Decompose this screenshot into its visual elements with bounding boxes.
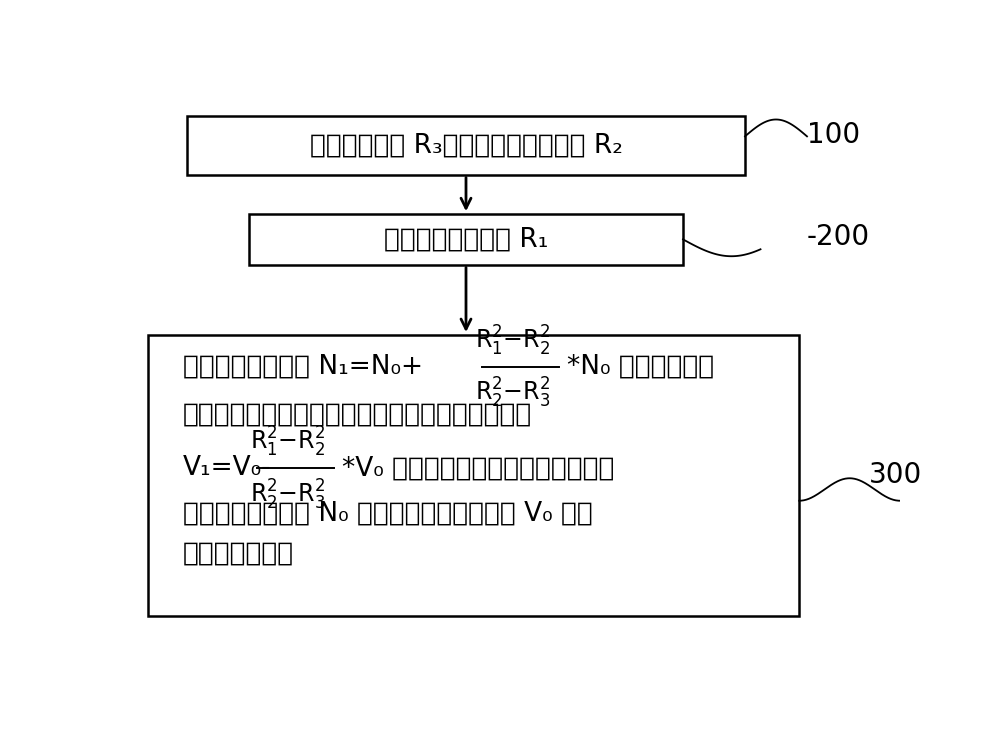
- Text: $\mathregular{R_1^2}$$-$$\mathregular{R_2^2}$: $\mathregular{R_1^2}$$-$$\mathregular{R_…: [250, 425, 325, 459]
- Text: *N₀ 并控制螺杆按: *N₀ 并控制螺杆按: [567, 354, 714, 380]
- Text: V₁=V₀-: V₁=V₀-: [183, 455, 272, 481]
- Text: *V₀ 并控制线缆按造所述线缆目标移: *V₀ 并控制线缆按造所述线缆目标移: [342, 455, 614, 481]
- Text: $\mathregular{R_2^2}$$-$$\mathregular{R_3^2}$: $\mathregular{R_2^2}$$-$$\mathregular{R_…: [475, 376, 550, 410]
- Text: 所述螺杆目标转速转动，或计算线缆目标移动速度: 所述螺杆目标转速转动，或计算线缆目标移动速度: [183, 402, 532, 427]
- FancyBboxPatch shape: [187, 116, 745, 174]
- FancyBboxPatch shape: [249, 214, 683, 265]
- Text: 动速度移动，所述 N₀ 为螺杆当前转速，所述 V₀ 为线: 动速度移动，所述 N₀ 为螺杆当前转速，所述 V₀ 为线: [183, 500, 593, 526]
- Text: 缆当前移动速度: 缆当前移动速度: [183, 540, 294, 566]
- Text: 计算螺杆目标转速 N₁=N₀+: 计算螺杆目标转速 N₁=N₀+: [183, 354, 423, 380]
- Text: 100: 100: [807, 121, 860, 150]
- FancyBboxPatch shape: [148, 335, 799, 616]
- Text: 300: 300: [869, 461, 922, 489]
- Text: -200: -200: [807, 223, 870, 250]
- Text: 获取护套内径 R₃，设定护套目标外径 R₂: 获取护套内径 R₃，设定护套目标外径 R₂: [310, 132, 622, 158]
- Text: $\mathregular{R_2^2}$$-$$\mathregular{R_3^2}$: $\mathregular{R_2^2}$$-$$\mathregular{R_…: [250, 477, 325, 512]
- Text: $\mathregular{R_1^2}$$-$$\mathregular{R_2^2}$: $\mathregular{R_1^2}$$-$$\mathregular{R_…: [475, 323, 550, 358]
- Text: 测量护套当前外径 R₁: 测量护套当前外径 R₁: [384, 226, 548, 253]
